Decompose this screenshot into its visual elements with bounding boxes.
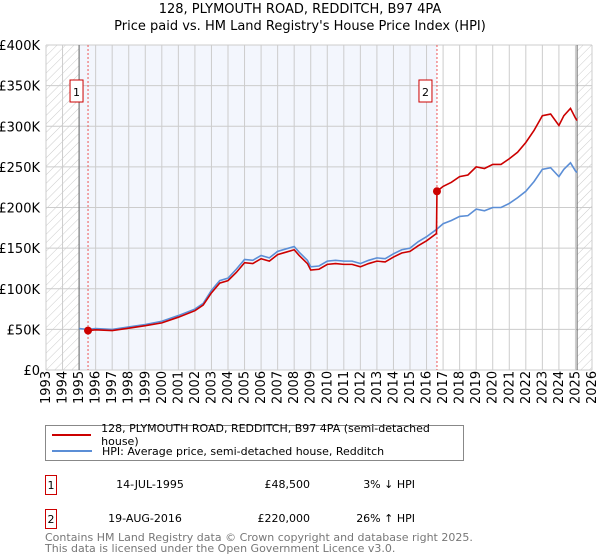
sale-hpi-diff: 3% ↓ HPI <box>363 478 415 491</box>
footer-line-2: This data is licensed under the Open Gov… <box>45 542 396 555</box>
sale-row-2: 2 19-AUG-2016 £220,000 26% ↑ HPI <box>45 509 445 529</box>
legend-item-hpi: HPI: Average price, semi-detached house,… <box>52 443 384 459</box>
x-tick-label: 2014 <box>386 371 401 404</box>
x-tick-label: 2006 <box>254 371 269 404</box>
sale-date: 14-JUL-1995 <box>116 478 184 491</box>
sale-point <box>432 187 441 196</box>
sale-badge-label: 2 <box>422 86 429 99</box>
legend-label: HPI: Average price, semi-detached house,… <box>102 444 385 458</box>
x-tick-label: 1996 <box>89 371 104 404</box>
x-tick-label: 2012 <box>353 371 368 404</box>
x-tick-label: 2020 <box>486 371 501 404</box>
legend-swatch-blue <box>52 450 92 452</box>
y-tick-label: £0 <box>23 364 40 379</box>
x-tick-label: 2023 <box>535 371 550 404</box>
x-tick-label: 2001 <box>171 371 186 404</box>
series-line-property <box>87 106 578 332</box>
x-tick-label: 2013 <box>370 371 385 404</box>
legend-item-property: 128, PLYMOUTH ROAD, REDDITCH, B97 4PA (s… <box>52 422 463 448</box>
sale-price: £48,500 <box>264 478 311 491</box>
x-tick-label: 2019 <box>469 371 484 404</box>
x-tick-label: 2010 <box>320 371 335 404</box>
series-line-hpi <box>79 161 578 331</box>
x-tick-label: 2005 <box>238 371 253 404</box>
x-tick-label: 2003 <box>204 371 219 404</box>
x-tick-label: 2021 <box>502 371 517 404</box>
y-tick-label: £200K <box>0 202 40 217</box>
x-tick-label: 2026 <box>585 371 600 404</box>
x-tick-label: 2022 <box>519 371 534 404</box>
sale-date: 19-AUG-2016 <box>108 512 182 525</box>
x-tick-label: 2007 <box>271 371 286 404</box>
price-chart: 1993 1994 1995 1996 1997 1998 1999 2000 2001 2002… <box>0 39 600 404</box>
x-tick-label: 1993 <box>39 371 54 404</box>
sale-row-1: 1 14-JUL-1995 £48,500 3% ↓ HPI <box>45 475 445 495</box>
x-tick-label: 1997 <box>105 371 120 404</box>
x-tick-label: 1995 <box>72 371 87 404</box>
x-tick-label: 1994 <box>56 371 71 404</box>
sale-badge-label: 1 <box>73 86 80 99</box>
sale-badge: 2 <box>45 509 57 529</box>
x-tick-label: 2009 <box>304 371 319 404</box>
x-tick-label: 2016 <box>420 371 435 404</box>
legend: 128, PLYMOUTH ROAD, REDDITCH, B97 4PA (s… <box>45 422 464 461</box>
x-tick-label: 2025 <box>568 371 583 404</box>
x-tick-label: 2015 <box>403 371 418 404</box>
y-tick-label: £350K <box>0 80 40 95</box>
chart-title: 128, PLYMOUTH ROAD, REDDITCH, B97 4PA <box>158 2 442 17</box>
legend-swatch-red <box>52 434 92 436</box>
sale-price: £220,000 <box>257 512 311 525</box>
y-tick-label: £300K <box>0 120 40 135</box>
x-tick-label: 2000 <box>155 371 170 404</box>
sale-hpi-diff: 26% ↑ HPI <box>356 512 415 525</box>
y-tick-label: £150K <box>0 242 40 257</box>
y-tick-label: £400K <box>0 39 40 54</box>
y-tick-label: £100K <box>0 283 40 298</box>
x-tick-label: 1999 <box>138 371 153 404</box>
x-tick-label: 2002 <box>188 371 203 404</box>
y-tick-label: £250K <box>0 161 40 176</box>
sale-badge-chart <box>69 79 84 103</box>
x-tick-label: 2018 <box>453 371 468 404</box>
x-tick-label: 2011 <box>337 371 352 404</box>
x-tick-label: 2017 <box>436 371 451 404</box>
sale-badge: 1 <box>45 475 57 495</box>
y-tick-label: £50K <box>7 323 41 338</box>
sale-point <box>84 326 93 335</box>
x-tick-label: 2008 <box>287 371 302 404</box>
chart-subtitle: Price paid vs. HM Land Registry's House … <box>114 19 486 34</box>
footer-line-1: Contains HM Land Registry data © Crown c… <box>45 531 473 544</box>
x-tick-label: 2004 <box>221 371 236 404</box>
x-tick-label: 2024 <box>552 371 567 404</box>
sale-badge-chart <box>418 79 433 103</box>
x-tick-label: 1998 <box>122 371 137 404</box>
legend-label: 128, PLYMOUTH ROAD, REDDITCH, B97 4PA (s… <box>101 422 430 448</box>
